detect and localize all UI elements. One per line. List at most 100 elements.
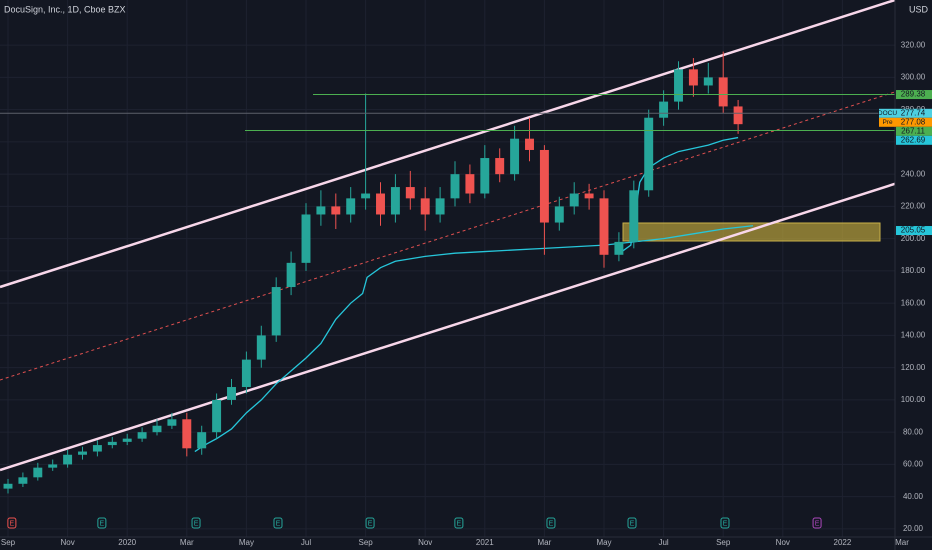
y-tick-label: 120.00: [901, 363, 926, 372]
candle-body: [33, 467, 43, 478]
price-label: 267.11: [901, 126, 925, 135]
channel-mid: [0, 79, 932, 381]
x-tick-label: Nov: [418, 538, 432, 547]
price-label-box: [896, 226, 932, 236]
x-tick-label: 2020: [118, 538, 136, 547]
candle-body: [599, 198, 609, 255]
grid: [0, 0, 903, 537]
candle-body: [405, 187, 415, 199]
candle-body: [659, 101, 669, 118]
event-marker: [273, 517, 283, 529]
event-label: E: [100, 520, 105, 527]
price-label-box: [896, 135, 932, 145]
x-tick-label: 2021: [476, 538, 494, 547]
event-marker: [812, 517, 822, 529]
candle-body: [3, 483, 13, 489]
event-marker: [454, 517, 464, 529]
candle-body: [614, 241, 624, 255]
x-tick-label: May: [239, 538, 254, 547]
currency: USD: [909, 4, 929, 14]
price-tag-box: [879, 108, 896, 118]
candle-body: [361, 193, 371, 199]
candle-body: [674, 69, 683, 102]
candle-body: [644, 117, 654, 191]
candle-body: [227, 387, 236, 400]
candle-body: [316, 206, 326, 215]
time-axis: [0, 537, 932, 550]
candle-body: [48, 464, 58, 468]
event-marker: [627, 517, 637, 529]
channel-upper: [0, 0, 896, 289]
zone-box: [622, 222, 881, 242]
candle-body: [450, 174, 460, 199]
y-tick-label: 60.00: [903, 460, 924, 469]
candle-body: [569, 193, 579, 207]
x-tick-label: Nov: [776, 538, 790, 547]
channel-lower: [0, 170, 932, 472]
candle-body: [525, 138, 534, 150]
event-label: E: [630, 520, 635, 527]
candle-body: [495, 158, 505, 175]
candle-body: [539, 149, 549, 223]
price-label: 205.05: [901, 226, 926, 235]
event-label: E: [368, 520, 373, 527]
y-tick-label: 180.00: [901, 266, 926, 275]
candle-body: [301, 214, 311, 263]
candle-body: [256, 335, 266, 360]
candle-body: [331, 206, 341, 215]
candle-body: [420, 198, 430, 215]
candle-body: [107, 441, 117, 446]
y-tick-label: 320.00: [901, 40, 926, 49]
x-tick-label: Sep: [716, 538, 731, 547]
x-tick-label: Jul: [301, 538, 311, 547]
x-tick-label: Mar: [180, 538, 194, 547]
candle-body: [63, 454, 73, 465]
x-tick-label: May: [596, 538, 611, 547]
price-label-box: [896, 117, 932, 127]
y-tick-label: 240.00: [901, 169, 926, 178]
y-tick-label: 100.00: [901, 395, 926, 404]
y-tick-label: 140.00: [901, 331, 926, 340]
event-label: E: [194, 520, 199, 527]
candle-body: [718, 77, 728, 107]
price-label: 277.74: [901, 108, 926, 117]
price-label: 262.69: [901, 135, 926, 144]
candle-body: [390, 187, 400, 215]
event-marker: [720, 517, 730, 529]
candle-body: [167, 419, 177, 426]
x-tick-label: Sep: [1, 538, 16, 547]
drawings: [0, 0, 932, 472]
y-tick-label: 80.00: [903, 427, 924, 436]
price-tag-box: [879, 117, 896, 127]
candle-body: [182, 419, 192, 449]
candle-body: [554, 206, 564, 223]
price-tag: DOCU: [878, 110, 897, 117]
series: [0, 51, 895, 494]
candle-body: [510, 138, 520, 175]
price-label-box: [896, 108, 932, 118]
event-label: E: [457, 520, 462, 527]
candle-body: [152, 425, 162, 433]
event-label: E: [10, 520, 15, 527]
candle-body: [286, 262, 296, 288]
event-label: E: [549, 520, 554, 527]
candle-body: [480, 158, 490, 194]
event-label: E: [276, 520, 281, 527]
candle-body: [18, 477, 28, 484]
event-marker: [365, 517, 375, 529]
y-tick-label: 220.00: [901, 202, 926, 211]
x-tick-label: 2022: [834, 538, 852, 547]
chart-title: DocuSign, Inc., 1D, Cboe BZX: [4, 4, 126, 14]
candle-body: [629, 190, 639, 242]
candle-body: [376, 193, 385, 215]
candle-body: [584, 193, 594, 199]
candle-body: [465, 174, 475, 194]
candle-body: [703, 77, 713, 86]
x-tick-label: Sep: [358, 538, 373, 547]
x-tick-label: Nov: [60, 538, 74, 547]
candle-body: [435, 198, 445, 215]
event-label: E: [815, 520, 820, 527]
candle-body: [212, 399, 222, 433]
